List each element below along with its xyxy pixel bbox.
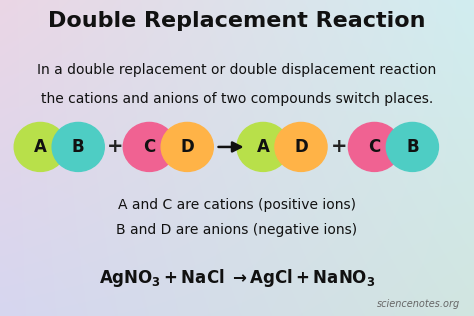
- Text: the cations and anions of two compounds switch places.: the cations and anions of two compounds …: [41, 92, 433, 106]
- Text: C: C: [368, 138, 381, 156]
- Text: A: A: [256, 138, 270, 156]
- Text: D: D: [294, 138, 308, 156]
- Ellipse shape: [52, 122, 104, 171]
- Ellipse shape: [386, 122, 438, 171]
- Ellipse shape: [14, 122, 66, 171]
- Text: B and D are anions (negative ions): B and D are anions (negative ions): [117, 223, 357, 237]
- Text: sciencenotes.org: sciencenotes.org: [376, 299, 460, 309]
- Text: +: +: [331, 137, 347, 156]
- Ellipse shape: [275, 122, 327, 171]
- Ellipse shape: [348, 122, 401, 171]
- Ellipse shape: [237, 122, 289, 171]
- Text: D: D: [180, 138, 194, 156]
- Text: Double Replacement Reaction: Double Replacement Reaction: [48, 11, 426, 31]
- Text: A and C are cations (positive ions): A and C are cations (positive ions): [118, 198, 356, 211]
- Text: B: B: [406, 138, 419, 156]
- Text: In a double replacement or double displacement reaction: In a double replacement or double displa…: [37, 63, 437, 77]
- Text: A: A: [34, 138, 47, 156]
- Ellipse shape: [161, 122, 213, 171]
- Text: B: B: [72, 138, 84, 156]
- Text: C: C: [143, 138, 155, 156]
- Text: $\mathbf{AgNO_3 + NaCl\ \rightarrow AgCl + NaNO_3}$: $\mathbf{AgNO_3 + NaCl\ \rightarrow AgCl…: [99, 267, 375, 289]
- Text: +: +: [107, 137, 123, 156]
- Ellipse shape: [123, 122, 175, 171]
